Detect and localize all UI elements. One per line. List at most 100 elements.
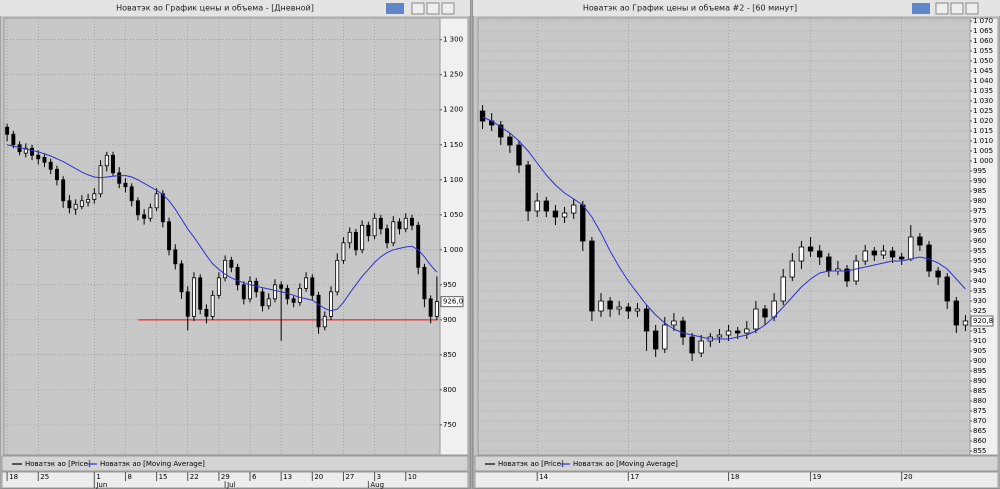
y-tick-label: 1 100 — [443, 176, 463, 184]
candle-body — [266, 298, 271, 307]
candle-body — [316, 294, 321, 328]
candle-body — [589, 240, 595, 312]
y-tick-label: 1 020 — [973, 117, 993, 125]
candle-body — [135, 200, 140, 216]
y-tick-label: 750 — [443, 421, 456, 429]
x-tick-label: 13 — [283, 473, 292, 481]
x-axis-area — [474, 471, 999, 489]
y-tick-label: 1 000 — [443, 246, 463, 254]
candle-body — [561, 212, 568, 218]
candle-body — [634, 308, 641, 312]
y-tick-label: 985 — [973, 187, 986, 195]
x-tick-label: 1 — [96, 473, 100, 481]
candle-body — [798, 246, 805, 262]
pin-button[interactable] — [912, 3, 930, 14]
candle-body — [898, 256, 905, 260]
last-price-label: 926,0 — [443, 298, 463, 306]
minimize-button[interactable] — [411, 2, 425, 15]
candle-body — [260, 291, 265, 307]
candle-body — [67, 200, 72, 209]
candle-body — [86, 198, 91, 203]
candle-body — [753, 308, 759, 330]
legend-label: Новатэк ао [Moving Average] — [100, 460, 205, 468]
candle-body — [98, 165, 103, 195]
x-tick-label: 19 — [813, 473, 822, 481]
candle-body — [73, 203, 78, 210]
candle-body — [716, 334, 723, 338]
title-bar — [473, 0, 1000, 16]
month-label: Jun — [95, 481, 107, 489]
candle-body — [192, 277, 196, 317]
close-button[interactable] — [441, 2, 455, 15]
y-tick-label: 860 — [973, 437, 986, 445]
candle-body — [816, 250, 823, 258]
y-tick-label: 940 — [973, 277, 986, 285]
maximize-button[interactable] — [950, 2, 964, 15]
candle-body — [516, 144, 522, 166]
candle-body — [79, 200, 84, 207]
candle-body — [543, 200, 550, 212]
moving-average-line — [6, 144, 438, 312]
y-tick-label: 1 055 — [973, 47, 993, 55]
candle-body — [291, 298, 296, 303]
y-tick-label: 865 — [973, 427, 986, 435]
candle-body — [428, 298, 433, 317]
candle-body — [385, 228, 390, 244]
candle-body — [479, 110, 486, 122]
plot-area — [3, 17, 441, 456]
x-tick-label: 27 — [345, 473, 354, 481]
candle-body — [216, 277, 221, 296]
candle-body — [11, 133, 16, 146]
candle-body — [953, 300, 960, 326]
minimize-button[interactable] — [935, 2, 949, 15]
x-tick-label: 3 — [377, 473, 381, 481]
y-tick-label: 925 — [973, 307, 986, 315]
legend-label: Новатэк ао [Price] — [498, 460, 564, 468]
x-tick-label: 14 — [539, 473, 548, 481]
candle-body — [297, 287, 302, 303]
candle-body — [229, 259, 234, 268]
candle-body — [366, 224, 371, 237]
candle-body — [36, 154, 41, 160]
candle-body — [616, 306, 622, 310]
last-price-box — [440, 296, 464, 308]
candle-body — [416, 224, 421, 268]
candle-body — [962, 320, 969, 326]
maximize-button[interactable] — [426, 2, 440, 15]
x-tick-label: 20 — [314, 473, 323, 481]
legend-label: Новатэк ао [Price] — [25, 460, 91, 468]
candle-body — [335, 259, 340, 293]
close-button[interactable] — [965, 2, 979, 15]
y-tick-label: 945 — [973, 267, 986, 275]
candle-body — [61, 179, 66, 202]
candle-body — [241, 284, 246, 300]
candle-body — [5, 126, 10, 135]
y-tick-label: 850 — [443, 351, 456, 359]
y-tick-label: 1 050 — [973, 57, 993, 65]
candle-body — [304, 277, 309, 289]
candle-body — [789, 260, 796, 278]
axis-area — [969, 17, 999, 456]
candle-body — [310, 277, 315, 296]
y-tick-label: 895 — [973, 367, 986, 375]
y-tick-label: 870 — [973, 417, 986, 425]
y-tick-label: 1 070 — [973, 17, 993, 25]
candle-body — [434, 301, 439, 317]
candle-body — [410, 217, 414, 226]
y-tick-label: 1 005 — [973, 147, 993, 155]
y-tick-label: 960 — [973, 237, 986, 245]
candle-body — [871, 250, 878, 256]
y-tick-label: 875 — [973, 407, 986, 415]
candle-body — [853, 260, 859, 282]
y-tick-label: 1 035 — [973, 87, 993, 95]
y-tick-label: 905 — [973, 347, 986, 355]
candle-body — [104, 154, 109, 167]
y-tick-label: 1 025 — [973, 107, 993, 115]
candle-body — [92, 193, 97, 200]
y-tick-label: 800 — [443, 386, 456, 394]
month-label: Aug — [370, 481, 384, 489]
x-tick-label: 6 — [252, 473, 257, 481]
pin-button[interactable] — [386, 3, 404, 14]
candle-body — [198, 277, 203, 310]
y-tick-label: 910 — [973, 337, 986, 345]
